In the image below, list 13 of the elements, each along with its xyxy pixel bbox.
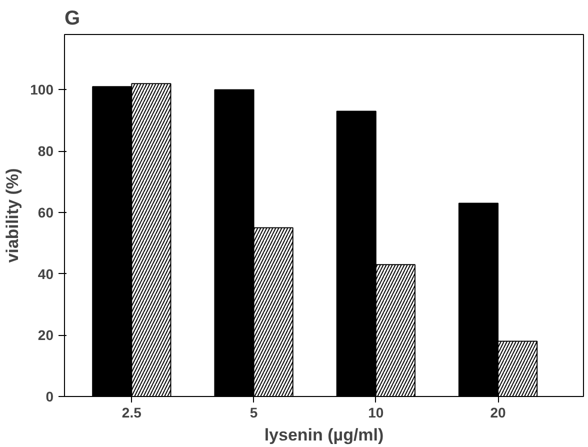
y-tick-label: 100 <box>30 82 54 98</box>
x-axis-title: lysenin (µg/ml) <box>264 426 384 444</box>
y-tick-label: 60 <box>38 204 54 220</box>
x-tick-label: 20 <box>490 404 506 420</box>
x-tick-label: 5 <box>250 404 258 420</box>
y-axis-title: viability (%) <box>3 168 22 263</box>
y-tick-label: 0 <box>46 388 54 404</box>
y-tick-label: 20 <box>38 327 54 344</box>
chart-title: G <box>64 8 80 30</box>
x-tick-label: 2.5 <box>122 404 142 420</box>
y-tick-label: 80 <box>38 143 54 160</box>
y-tick-label: 40 <box>38 266 54 282</box>
x-tick-label: 10 <box>368 404 384 420</box>
